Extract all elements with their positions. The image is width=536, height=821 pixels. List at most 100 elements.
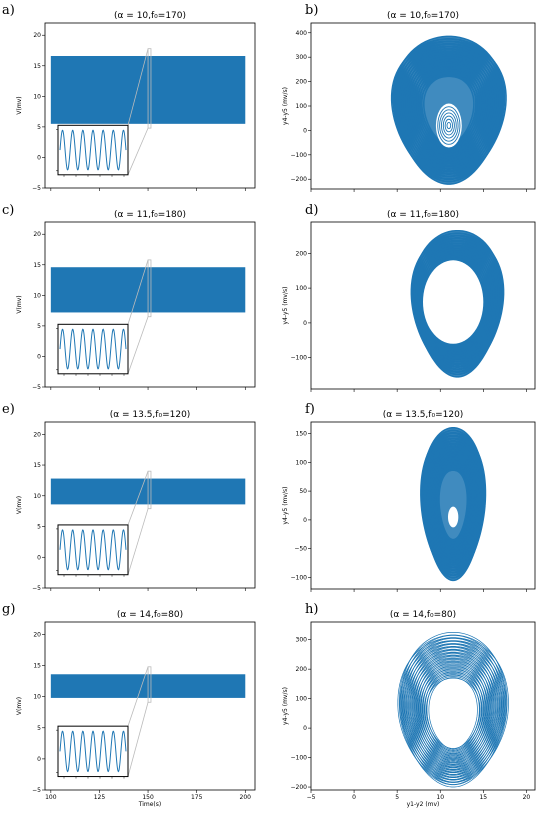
attractor-hole [423,260,484,344]
attractor-loop [421,665,486,760]
y-tick-label: 15 [33,663,41,670]
y-tick-label: 5 [37,124,41,131]
y-tick-label: 0 [303,517,307,524]
plot-area [390,35,507,185]
panel-c: c) (α = 11,f₀=180) −5 0 5 10 15 20 V(mv) [2,203,256,391]
plot-area [397,632,509,788]
attractor-loop [402,635,505,785]
zoom-window [147,259,152,318]
attractor-loop [424,673,482,753]
attractor-body [422,427,484,581]
x-tick-label: −5 [307,794,316,801]
y-tick-label: −5 [32,585,41,592]
panel-label: c) [2,203,14,218]
y-tick-label: 0 [303,127,307,134]
y-tick-label: 10 [33,493,41,500]
y-tick-label: 15 [33,462,41,469]
y-tick-label: 5 [37,524,41,531]
y-axis-label: V(mv) [16,496,23,514]
inner-orbit [446,121,452,130]
x-tick-label: 100 [45,794,57,801]
attractor-loop [419,662,488,762]
zoom-window [147,48,152,129]
inner-orbit [437,106,461,145]
inner-orbit [441,112,457,139]
x-tick-label: 5 [395,794,399,801]
attractor-loop [406,646,500,776]
zoom-connector [127,259,149,325]
attractor-loop [428,677,478,750]
y-tick-label: 10 [33,93,41,100]
y-tick-label: −5 [32,384,41,391]
attractor-loop [404,638,503,783]
panel-title: (α = 10,f₀=170) [387,11,459,21]
inset-signal-line [59,129,127,171]
y-axis-label: y4-y5 (mv/s) [282,487,289,525]
plot-area [420,427,487,582]
inset-signal-line [59,529,127,571]
y-axis-label: y4-y5 (mv/s) [282,287,289,325]
y-tick-label: 20 [33,231,41,238]
attractor-loop [408,649,498,773]
panel-title: (α = 10,f₀=170) [114,11,186,21]
y-tick-label: −50 [294,546,307,553]
y-tick-label: −100 [291,152,308,159]
y-tick-label: 5 [37,323,41,330]
attractor-loop [419,669,487,757]
panel-label: b) [305,3,318,18]
panel-a: a) (α = 10,f₀=170) −5 0 5 10 15 20 V(mv) [2,3,256,192]
y-tick-label: 100 [296,459,308,466]
y-tick-label: 0 [37,353,41,360]
y-tick-label: 100 [296,285,308,292]
y-tick-label: −100 [291,574,308,581]
x-tick-label: 175 [191,794,203,801]
x-tick-label: 125 [94,794,106,801]
y-tick-label: 200 [296,79,308,86]
zoom-connector [127,702,149,777]
y-tick-label: 10 [33,694,41,701]
x-tick-label: 20 [523,794,531,801]
panel-title: (α = 13.5,f₀=120) [383,410,464,420]
panel-label: g) [2,602,15,617]
panel-h: h) (α = 14,f₀=80) −200 −100 0 100 200 300 −5 0 5 10… [282,602,536,808]
y-tick-label: 300 [296,54,308,61]
attractor-loop [416,661,490,763]
attractor-loop [402,640,504,781]
y-tick-label: 10 [33,292,41,299]
zoom-connector [127,316,149,374]
plot-area [410,229,505,378]
y-tick-label: 150 [296,431,308,438]
panel-f: f) (α = 13.5,f₀=120) −100 −50 0 50 100 150 y4-y5… [282,402,536,592]
axes-frame [310,621,536,791]
y-tick-label: 100 [296,696,308,703]
y-tick-label: 15 [33,262,41,269]
y-tick-label: 300 [296,637,308,644]
y-axis-label: V(mv) [16,96,23,114]
y-tick-label: 0 [37,554,41,561]
inset-signal-line [59,328,127,370]
zoom-window [147,470,152,510]
y-tick-label: 20 [33,631,41,638]
y-tick-label: 400 [296,30,308,37]
y-tick-label: 50 [299,488,307,495]
inner-orbit [444,118,453,133]
zoom-connector [127,666,149,727]
axes-frame [44,221,256,388]
y-tick-label: 100 [296,103,308,110]
attractor-hole [447,506,459,528]
y-tick-label: −200 [291,784,308,791]
panel-title: (α = 13.5,f₀=120) [110,410,191,420]
y-tick-label: 200 [296,250,308,257]
panel-title: (α = 14,f₀=80) [117,610,183,620]
x-axis-label: Time(s) [138,801,162,808]
zoom-window [147,666,152,703]
y-tick-label: 5 [37,725,41,732]
attractor-loop [422,670,484,756]
attractor-loop [398,634,508,786]
attractor-loop [400,637,506,783]
attractor-loop [425,677,481,749]
x-axis-label: y1-y2 (mv) [407,801,440,808]
attractor-loop [420,667,486,758]
x-tick-label: 10 [436,794,444,801]
